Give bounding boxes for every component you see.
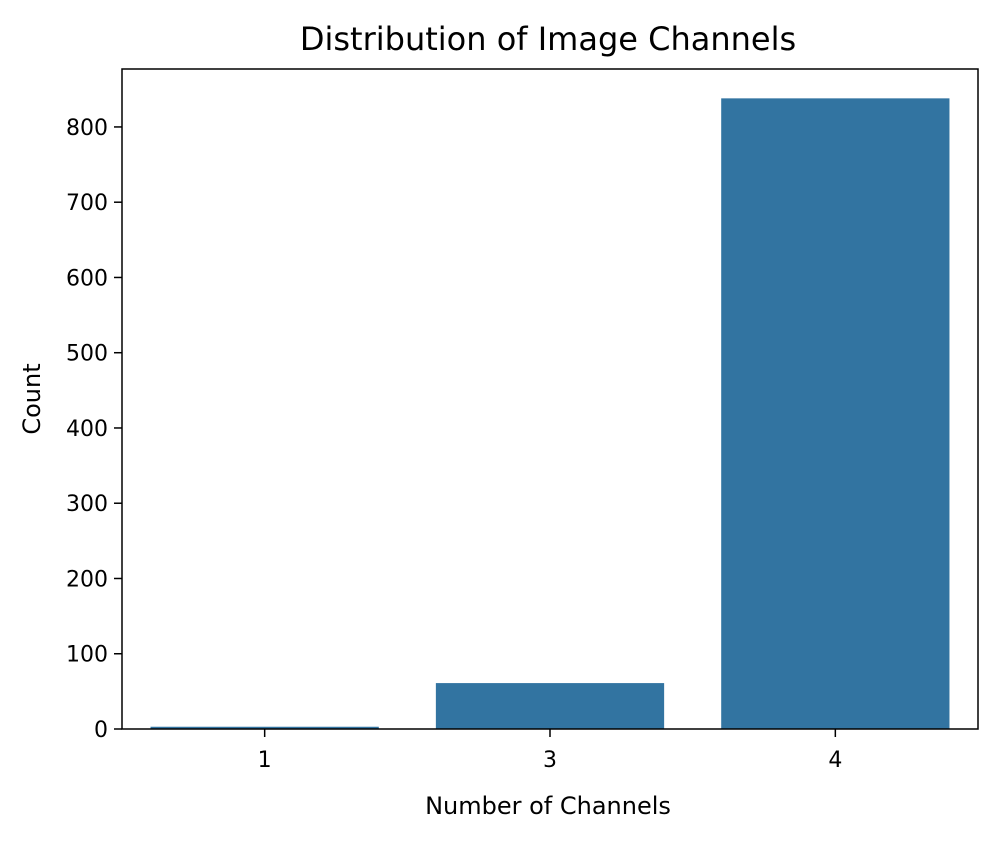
y-tick-label-400: 400	[66, 417, 108, 442]
y-tick-label-600: 600	[66, 266, 108, 291]
y-tick-label-200: 200	[66, 567, 108, 592]
y-axis: 0 100 200 300 400 500 600 700 800	[66, 116, 122, 743]
y-tick-label-700: 700	[66, 191, 108, 216]
bar-3	[435, 683, 665, 729]
chart-title: Distribution of Image Channels	[300, 20, 796, 58]
bar-4	[721, 98, 950, 730]
x-tick-label-1: 1	[258, 748, 272, 773]
y-tick-label-800: 800	[66, 116, 108, 141]
bar-1	[150, 726, 379, 729]
plot-area	[150, 98, 950, 730]
x-axis: 1 3 4	[258, 729, 842, 773]
x-tick-label-3: 3	[543, 748, 557, 773]
y-tick-label-0: 0	[94, 718, 108, 743]
x-tick-label-4: 4	[828, 748, 842, 773]
y-tick-label-500: 500	[66, 342, 108, 367]
x-axis-label: Number of Channels	[425, 792, 671, 820]
y-tick-label-100: 100	[66, 643, 108, 668]
y-axis-label: Count	[18, 363, 46, 434]
y-tick-label-300: 300	[66, 492, 108, 517]
